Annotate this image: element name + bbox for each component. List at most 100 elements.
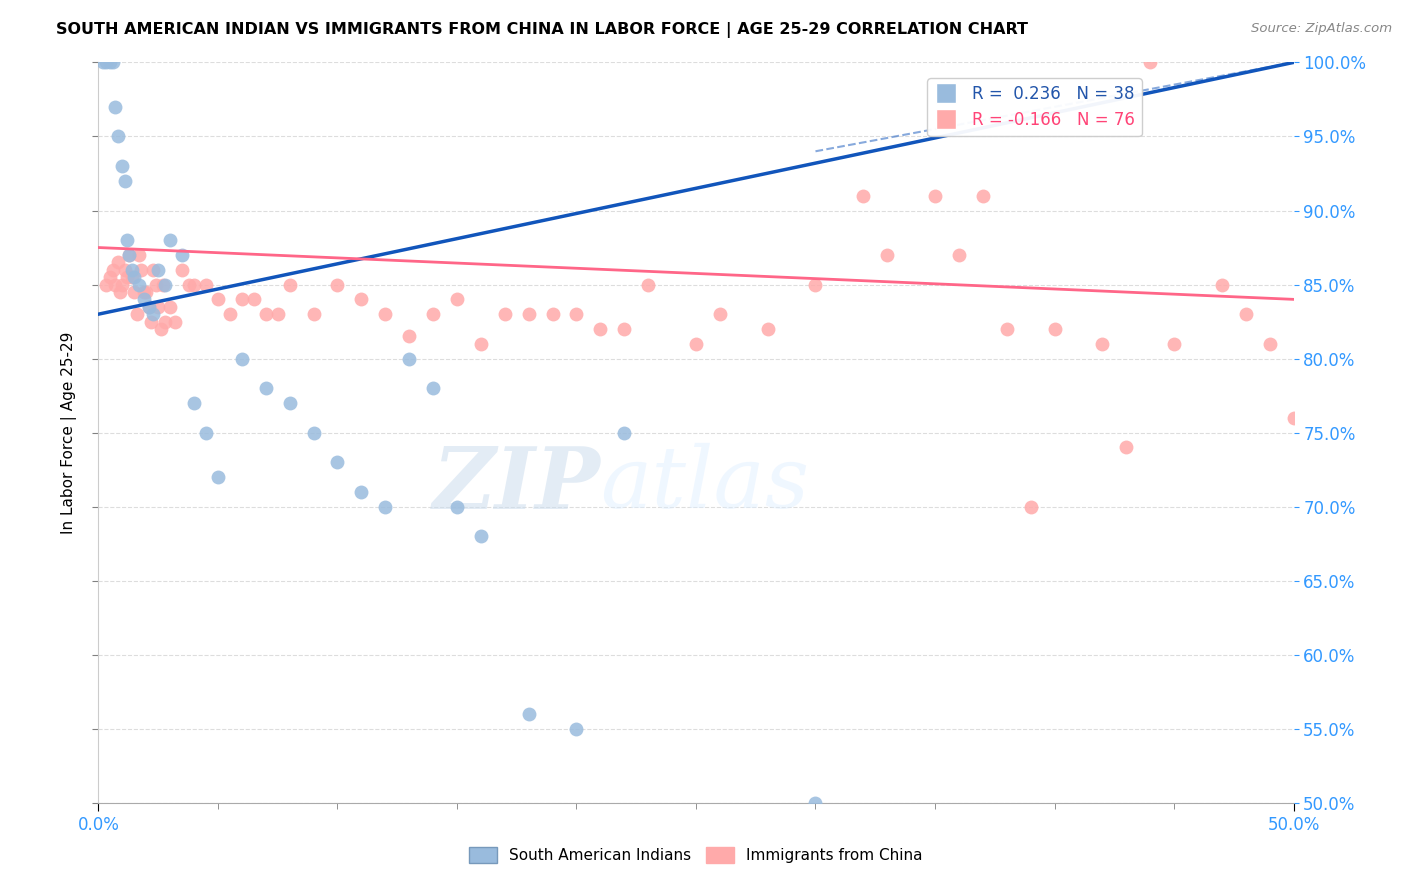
Point: [142, 307, 165, 321]
Point: [470, 529, 492, 543]
Point: [398, 351, 420, 366]
Point: [637, 277, 659, 292]
Point: [183, 396, 205, 410]
Point: [494, 307, 516, 321]
Point: [132, 285, 155, 299]
Point: [104, 100, 127, 114]
Point: [94, 55, 117, 70]
Point: [446, 500, 468, 514]
Point: [243, 293, 266, 307]
Point: [517, 307, 540, 321]
Point: [374, 500, 396, 514]
Text: ZIP: ZIP: [433, 442, 600, 526]
Point: [756, 322, 779, 336]
Point: [207, 470, 229, 484]
Point: [114, 262, 136, 277]
Point: [254, 307, 277, 321]
Point: [128, 248, 150, 262]
Point: [541, 307, 564, 321]
Point: [101, 262, 124, 277]
Point: [125, 307, 148, 321]
Point: [1139, 55, 1161, 70]
Point: [1234, 307, 1257, 321]
Point: [470, 336, 492, 351]
Point: [121, 270, 143, 285]
Point: [709, 307, 731, 321]
Point: [159, 233, 181, 247]
Point: [1211, 277, 1233, 292]
Point: [155, 314, 177, 328]
Point: [1282, 410, 1305, 425]
Point: [139, 314, 162, 328]
Point: [374, 307, 396, 321]
Point: [132, 293, 155, 307]
Point: [101, 55, 124, 70]
Point: [1402, 322, 1406, 336]
Point: [131, 262, 153, 277]
Point: [1258, 336, 1281, 351]
Point: [159, 300, 181, 314]
Point: [179, 277, 201, 292]
Point: [108, 285, 131, 299]
Point: [148, 262, 170, 277]
Point: [111, 159, 134, 173]
Point: [138, 300, 160, 314]
Point: [124, 270, 146, 285]
Point: [128, 277, 150, 292]
Point: [350, 293, 373, 307]
Point: [135, 285, 157, 299]
Point: [107, 255, 129, 269]
Point: [1019, 500, 1042, 514]
Point: [326, 455, 349, 469]
Point: [115, 233, 138, 247]
Point: [804, 277, 827, 292]
Point: [267, 307, 290, 321]
Point: [115, 270, 138, 285]
Point: [876, 248, 898, 262]
Point: [613, 425, 636, 440]
Point: [142, 262, 165, 277]
Point: [972, 188, 994, 202]
Point: [172, 262, 194, 277]
Point: [302, 307, 325, 321]
Point: [148, 300, 170, 314]
Point: [685, 336, 707, 351]
Point: [517, 706, 540, 721]
Point: [254, 381, 277, 395]
Point: [804, 796, 827, 810]
Point: [398, 329, 420, 343]
Point: [145, 277, 167, 292]
Text: SOUTH AMERICAN INDIAN VS IMMIGRANTS FROM CHINA IN LABOR FORCE | AGE 25-29 CORREL: SOUTH AMERICAN INDIAN VS IMMIGRANTS FROM…: [56, 22, 1028, 38]
Point: [195, 277, 218, 292]
Point: [94, 277, 117, 292]
Point: [219, 307, 242, 321]
Point: [98, 270, 122, 285]
Point: [302, 425, 325, 440]
Point: [613, 322, 636, 336]
Legend: South American Indians, Immigrants from China: South American Indians, Immigrants from …: [463, 841, 929, 869]
Point: [326, 277, 349, 292]
Point: [152, 277, 174, 292]
Point: [1163, 336, 1185, 351]
Point: [118, 248, 141, 262]
Point: [852, 188, 875, 202]
Point: [111, 277, 134, 292]
Point: [446, 293, 468, 307]
Point: [589, 322, 612, 336]
Point: [195, 425, 218, 440]
Text: atlas: atlas: [600, 443, 810, 525]
Point: [98, 55, 122, 70]
Point: [104, 277, 127, 292]
Point: [138, 300, 160, 314]
Point: [565, 722, 588, 736]
Point: [948, 248, 970, 262]
Point: [149, 322, 172, 336]
Point: [183, 277, 205, 292]
Point: [278, 396, 301, 410]
Point: [107, 129, 129, 144]
Point: [121, 262, 143, 277]
Point: [114, 174, 136, 188]
Point: [207, 293, 229, 307]
Point: [231, 351, 253, 366]
Point: [1043, 322, 1066, 336]
